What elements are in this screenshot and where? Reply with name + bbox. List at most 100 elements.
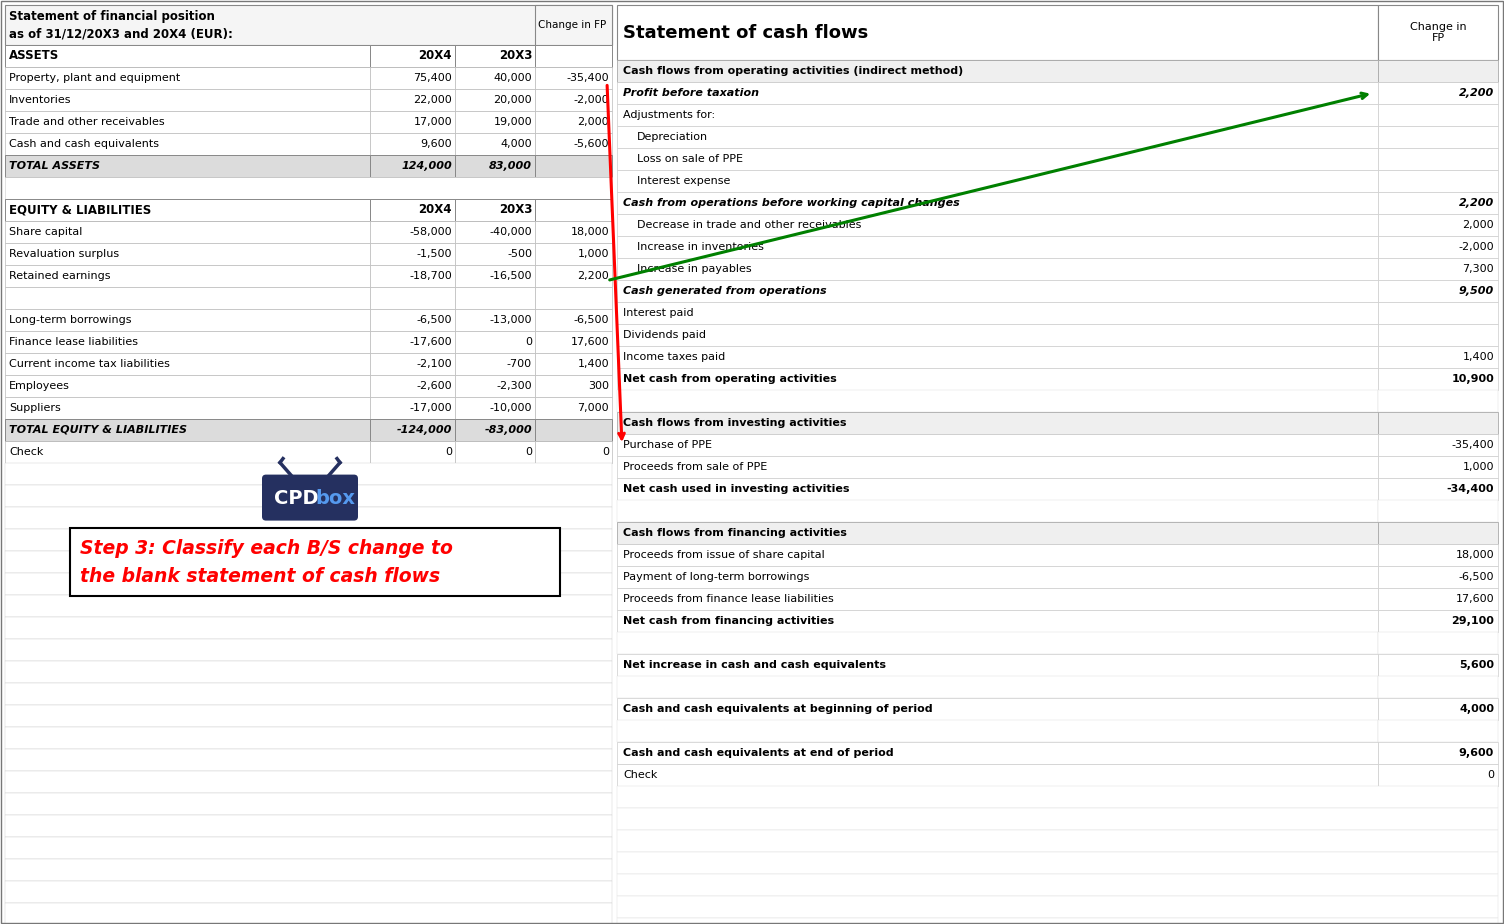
Bar: [617, 258, 1378, 280]
Text: Statement of financial position: Statement of financial position: [9, 9, 215, 22]
Text: -5,600: -5,600: [573, 139, 609, 149]
Bar: [5, 506, 612, 529]
Bar: [617, 500, 1378, 522]
Bar: [1378, 258, 1498, 280]
Text: TOTAL EQUITY & LIABILITIES: TOTAL EQUITY & LIABILITIES: [9, 425, 186, 434]
Bar: [617, 104, 1378, 126]
Text: Depreciation: Depreciation: [638, 132, 708, 142]
Text: 9,600: 9,600: [1459, 748, 1493, 758]
Bar: [535, 5, 612, 44]
Text: Check: Check: [9, 446, 44, 456]
Bar: [370, 331, 456, 353]
Bar: [370, 441, 456, 463]
Text: 7,000: 7,000: [578, 403, 609, 413]
Text: -2,100: -2,100: [417, 359, 453, 369]
Bar: [456, 309, 535, 331]
Bar: [617, 302, 1378, 324]
Text: Long-term borrowings: Long-term borrowings: [9, 314, 131, 324]
Bar: [535, 374, 612, 396]
Bar: [535, 331, 612, 353]
Bar: [535, 309, 612, 331]
Text: -58,000: -58,000: [409, 226, 453, 237]
Bar: [617, 60, 1378, 82]
Bar: [5, 573, 612, 595]
Text: Cash flows from investing activities: Cash flows from investing activities: [623, 418, 847, 428]
Text: 0: 0: [1487, 770, 1493, 780]
Text: -6,500: -6,500: [1459, 572, 1493, 582]
Bar: [370, 353, 456, 374]
Text: 10,900: 10,900: [1451, 374, 1493, 384]
Text: 300: 300: [588, 381, 609, 391]
Text: Income taxes paid: Income taxes paid: [623, 352, 725, 362]
Bar: [617, 434, 1378, 456]
Bar: [5, 484, 612, 506]
Text: TOTAL ASSETS: TOTAL ASSETS: [9, 161, 99, 171]
Bar: [535, 221, 612, 243]
Text: 75,400: 75,400: [414, 73, 453, 82]
Bar: [617, 874, 1498, 896]
Text: Step 3: Classify each B/S change to: Step 3: Classify each B/S change to: [80, 539, 453, 557]
Bar: [535, 44, 612, 67]
Bar: [1378, 192, 1498, 214]
Bar: [535, 199, 612, 221]
Bar: [535, 396, 612, 419]
Text: Proceeds from issue of share capital: Proceeds from issue of share capital: [623, 550, 824, 560]
Bar: [617, 852, 1498, 874]
Bar: [1378, 126, 1498, 148]
Text: 9,500: 9,500: [1459, 286, 1493, 296]
Bar: [1378, 742, 1498, 764]
Bar: [5, 111, 370, 133]
Bar: [370, 243, 456, 264]
Bar: [1378, 588, 1498, 610]
Text: Increase in payables: Increase in payables: [638, 264, 752, 274]
Bar: [456, 67, 535, 89]
Text: -6,500: -6,500: [417, 314, 453, 324]
Bar: [1378, 390, 1498, 412]
Text: 0: 0: [602, 446, 609, 456]
Text: Retained earnings: Retained earnings: [9, 271, 110, 281]
Text: Decrease in trade and other receivables: Decrease in trade and other receivables: [638, 220, 862, 230]
Bar: [1378, 434, 1498, 456]
Bar: [5, 726, 612, 748]
Bar: [617, 390, 1378, 412]
Bar: [617, 478, 1378, 500]
Bar: [5, 638, 612, 661]
Text: -40,000: -40,000: [489, 226, 532, 237]
Bar: [456, 374, 535, 396]
Text: 40,000: 40,000: [493, 73, 532, 82]
Bar: [1378, 478, 1498, 500]
Bar: [456, 396, 535, 419]
Bar: [535, 154, 612, 176]
Text: -124,000: -124,000: [397, 425, 453, 434]
Bar: [456, 44, 535, 67]
Text: -34,400: -34,400: [1447, 484, 1493, 494]
Text: Proceeds from finance lease liabilities: Proceeds from finance lease liabilities: [623, 594, 833, 604]
Bar: [5, 529, 612, 551]
Bar: [5, 89, 370, 111]
Bar: [370, 67, 456, 89]
Bar: [5, 616, 612, 638]
Bar: [5, 858, 612, 881]
Bar: [1378, 368, 1498, 390]
Bar: [617, 456, 1378, 478]
Text: Suppliers: Suppliers: [9, 403, 60, 413]
Text: 7,300: 7,300: [1462, 264, 1493, 274]
Text: Payment of long-term borrowings: Payment of long-term borrowings: [623, 572, 809, 582]
Text: Finance lease liabilities: Finance lease liabilities: [9, 336, 138, 346]
Bar: [617, 236, 1378, 258]
Text: Net cash used in investing activities: Net cash used in investing activities: [623, 484, 850, 494]
Text: 1,400: 1,400: [578, 359, 609, 369]
Text: 18,000: 18,000: [570, 226, 609, 237]
Bar: [617, 742, 1378, 764]
Bar: [456, 199, 535, 221]
Text: -2,000: -2,000: [573, 94, 609, 104]
Text: 20X3: 20X3: [499, 49, 532, 62]
Text: 9,600: 9,600: [421, 139, 453, 149]
Bar: [617, 918, 1498, 924]
Text: Purchase of PPE: Purchase of PPE: [623, 440, 711, 450]
Bar: [1378, 632, 1498, 654]
Bar: [370, 44, 456, 67]
Text: CPD: CPD: [274, 489, 319, 508]
Text: -17,600: -17,600: [409, 336, 453, 346]
Text: Net increase in cash and cash equivalents: Net increase in cash and cash equivalent…: [623, 660, 886, 670]
